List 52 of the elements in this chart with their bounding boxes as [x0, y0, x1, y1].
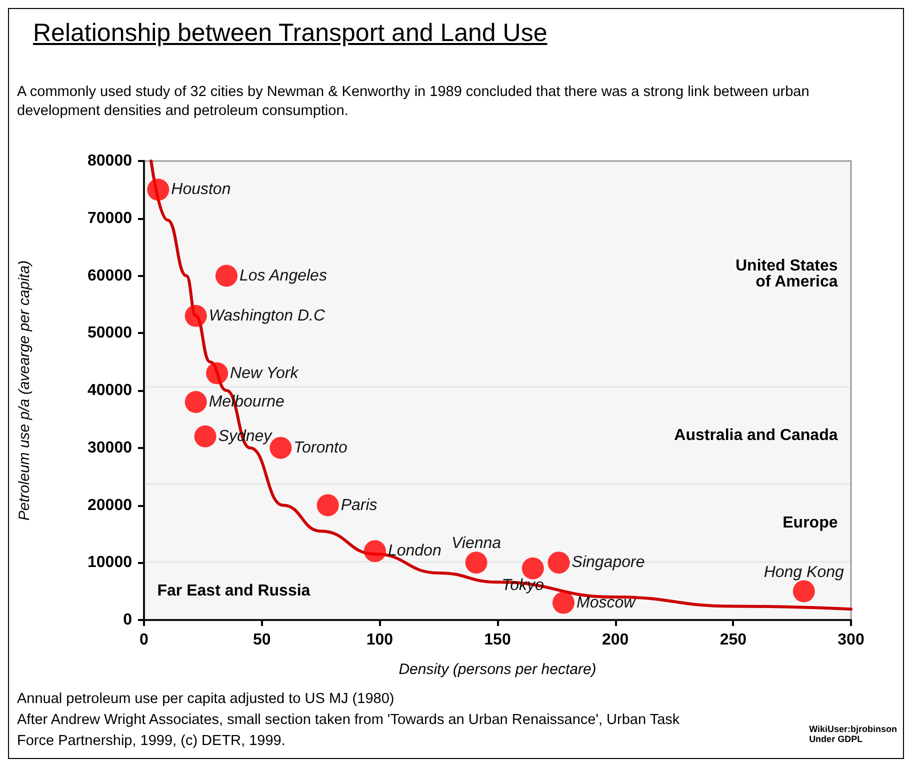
point [364, 540, 386, 562]
point [184, 304, 207, 327]
annotation: Houston [171, 181, 231, 198]
x-tick-label: 300 [838, 632, 864, 648]
annotation: New York [230, 364, 300, 382]
y-tick-label: 20000 [88, 496, 132, 514]
point [552, 592, 574, 614]
y-tick-label: 0 [123, 612, 132, 628]
point [792, 580, 815, 602]
point [548, 552, 570, 574]
band-label: Europe [782, 514, 838, 532]
point [194, 425, 216, 448]
annotation: Toronto [294, 439, 348, 456]
x-tick-label: 150 [484, 632, 511, 648]
annotation: Paris [340, 496, 378, 514]
point [316, 494, 339, 516]
point [184, 390, 207, 413]
chart-title: Relationship between Transport and Land Use [33, 19, 548, 48]
x-tick-label: 250 [720, 632, 747, 648]
y-tick-label: 50000 [88, 324, 132, 342]
x-tick-label: 0 [140, 632, 149, 648]
annotation: Singapore [572, 554, 645, 572]
band-label: Australia and Canada [674, 427, 838, 444]
annotation: Hong Kong [764, 564, 844, 581]
x-tick-label: 200 [602, 632, 629, 648]
y-tick-label: 80000 [88, 152, 132, 170]
text: Annual petroleum use per capita adjusted to US MJ (1980) [17, 690, 396, 709]
point [465, 552, 488, 574]
y-axis-title: Petroleum use p/a (avearge per capita) [16, 260, 33, 521]
annotation: Los Angeles [239, 267, 327, 284]
line-series [150, 160, 852, 611]
band-label: United States of America [736, 258, 838, 291]
text: After Andrew Wright Associates, small section taken from 'Towards an Urban Renaissance', Urban Task Force Partnership, 1999, (c) DETR, 1999. [17, 711, 681, 751]
text: WikiUser:bjrobinson Under GDPL [809, 724, 897, 744]
x-tick-label: 100 [366, 632, 394, 648]
point [216, 264, 238, 287]
annotation: Washington D.C [208, 307, 326, 324]
x-tick-label: 50 [252, 632, 271, 648]
y-tick-label: 60000 [88, 267, 132, 284]
annotation: Moscow [576, 594, 637, 612]
point [206, 362, 228, 384]
chart-subtitle: A commonly used study of 32 cities by Newman & Kenworthy in 1989 concluded that there was a strong link between urban development densities and petroleum consumption. [17, 83, 810, 121]
y-tick-label: 10000 [88, 554, 132, 572]
y-tick-label: 30000 [88, 439, 132, 456]
y-tick-label: 40000 [88, 382, 132, 399]
point [147, 178, 170, 201]
y-tick-label: 70000 [88, 210, 132, 227]
band-label: Far East and Russia [157, 582, 310, 600]
annotation: London [388, 542, 442, 560]
point [522, 557, 544, 580]
x-axis-title: Density (persons per hectare) [398, 661, 596, 678]
annotation: Vienna [452, 535, 502, 552]
